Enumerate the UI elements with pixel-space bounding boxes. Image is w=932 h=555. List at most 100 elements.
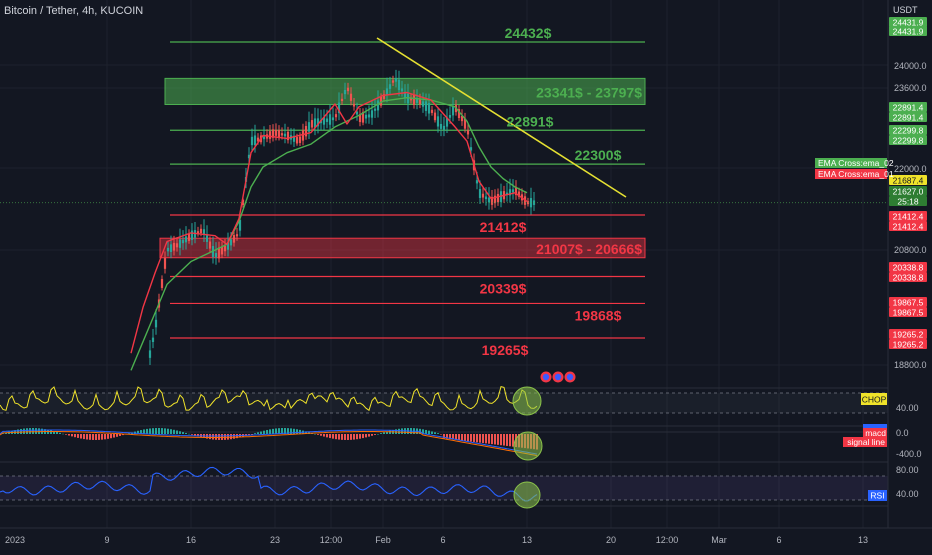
candle-body	[481, 193, 485, 198]
candle-body	[292, 135, 296, 142]
candle-body	[373, 108, 377, 111]
macd-bar	[149, 428, 151, 434]
event-flag-icon	[554, 373, 562, 381]
macd-bar	[182, 432, 184, 434]
time-tick: 6	[440, 535, 445, 545]
macd-bar	[89, 434, 91, 440]
macd-bar	[434, 432, 436, 434]
price-tag-label: 21412.4	[893, 221, 924, 231]
macd-bar	[140, 430, 142, 434]
candle-body	[409, 98, 413, 101]
macd-bar	[383, 432, 385, 434]
candle-body	[229, 239, 233, 246]
candle-body	[448, 115, 452, 118]
candle-body	[391, 80, 395, 83]
candle-body	[349, 93, 353, 101]
macd-bar	[278, 428, 280, 434]
macd-bar	[53, 431, 55, 434]
macd-bar	[119, 434, 121, 436]
macd-bar	[50, 430, 52, 434]
candle-body	[367, 114, 371, 118]
macd-bar	[74, 434, 76, 438]
macd-bar	[422, 429, 424, 434]
macd-bar	[212, 434, 214, 440]
candle-body	[427, 103, 431, 114]
candle-body	[307, 122, 311, 132]
price-tag	[889, 211, 927, 221]
candle-body	[514, 186, 518, 196]
candle-body	[148, 350, 152, 358]
macd-bar	[356, 434, 358, 440]
price-tick: 24000.0	[894, 61, 927, 71]
candle-body	[226, 242, 230, 250]
macd-bar	[335, 434, 337, 440]
candle-body	[466, 130, 470, 135]
candle-body	[262, 136, 266, 140]
candle-body	[196, 231, 200, 234]
time-tick: 2023	[5, 535, 25, 545]
macd-bar	[263, 430, 265, 434]
time-tick: 9	[104, 535, 109, 545]
candle-body	[376, 100, 380, 111]
candle-body	[274, 129, 278, 136]
candle-body	[451, 105, 455, 116]
macd-bar	[77, 434, 79, 438]
candle-body	[346, 87, 350, 92]
candle-body	[418, 99, 422, 105]
macd-bar	[218, 434, 220, 440]
price-tag-label: 21627.0	[893, 186, 924, 196]
time-axis-bg	[0, 528, 932, 550]
legend-item	[815, 169, 887, 179]
price-tag	[889, 175, 927, 185]
candle-body	[457, 109, 461, 119]
rsi-line	[0, 466, 538, 502]
candle-body	[463, 118, 467, 129]
macd-bar	[491, 434, 493, 445]
macd-bar	[104, 434, 106, 440]
candle-body	[469, 147, 473, 151]
candle-body	[277, 130, 281, 138]
macd-bar	[266, 429, 268, 434]
legend-label: EMA Cross:ema_02	[818, 158, 894, 168]
candle-body	[385, 88, 389, 95]
macd-bar	[359, 434, 361, 439]
candle-body	[337, 102, 341, 114]
candle-body	[478, 189, 482, 198]
price-tag-label: 19867.5	[893, 297, 924, 307]
macd-tag-label: macd	[865, 428, 886, 438]
macd-bar	[509, 434, 511, 447]
macd-bar	[23, 428, 25, 434]
candle-body	[328, 114, 332, 125]
macd-bar	[464, 434, 466, 441]
macd-bar	[293, 428, 295, 434]
candle-body	[508, 189, 512, 196]
candle-body	[310, 120, 314, 128]
macd-bar	[329, 434, 331, 439]
level-label: 23341$ - 23797$	[536, 84, 642, 100]
rsi-band	[0, 476, 888, 500]
macd-bar	[461, 434, 463, 441]
ema-01-line	[130, 91, 528, 354]
ema-02-line	[130, 97, 528, 371]
signal-line	[0, 431, 538, 457]
macd-bar	[35, 428, 37, 434]
candle-body	[205, 235, 209, 242]
price-tag-label: 22299.8	[893, 135, 924, 145]
candle-body	[493, 195, 497, 204]
candle-body	[313, 118, 317, 128]
candle-body	[496, 193, 500, 203]
highlight-circle	[512, 386, 542, 416]
macd-bar	[305, 431, 307, 434]
highlight-circle	[513, 481, 541, 509]
macd-tag	[863, 428, 887, 438]
price-tag-label: 19265.2	[893, 329, 924, 339]
price-tag	[889, 102, 927, 112]
macd-bar	[284, 428, 286, 434]
macd-bar	[173, 429, 175, 434]
macd-bar	[80, 434, 82, 439]
macd-bar	[254, 433, 256, 434]
candle-body	[442, 125, 446, 130]
price-tag-label: 20338.8	[893, 262, 924, 272]
